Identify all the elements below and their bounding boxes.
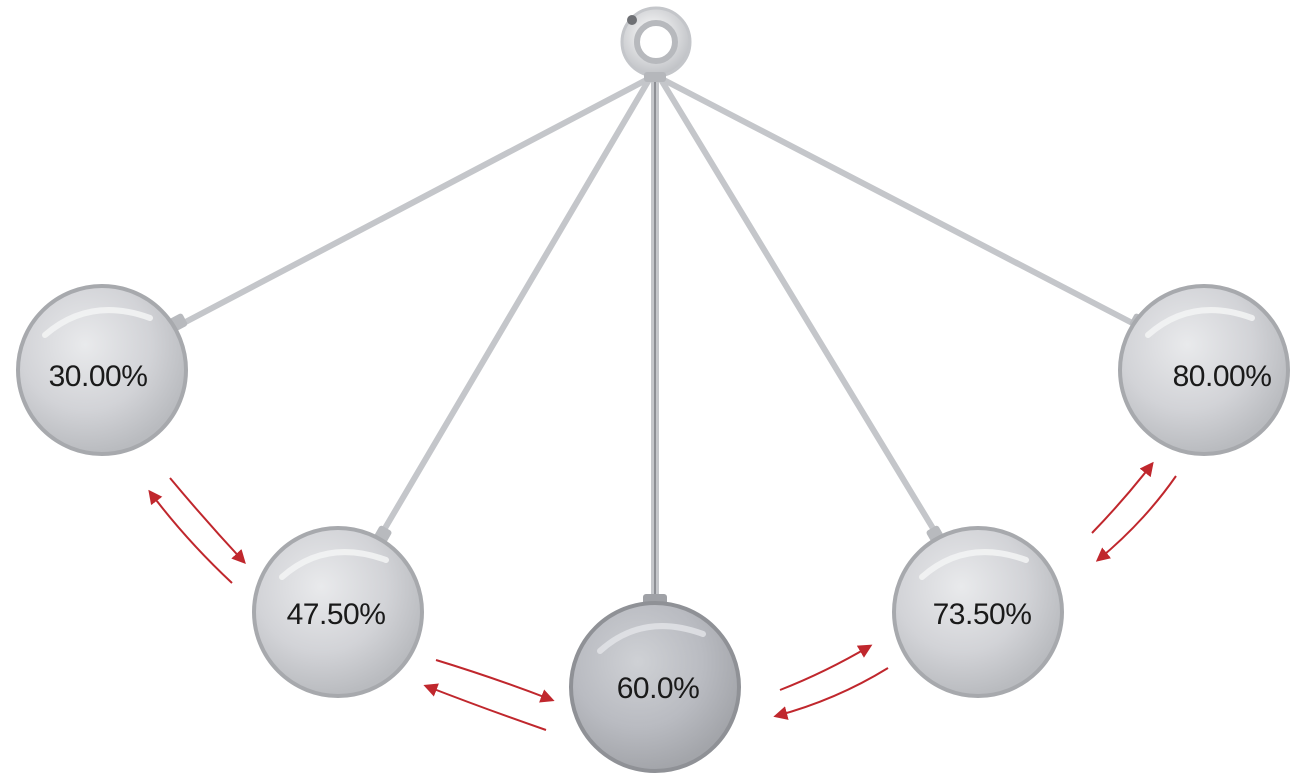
ball-2: 47.50%	[252, 526, 424, 698]
rods	[173, 75, 1143, 595]
ball-4: 73.50%	[892, 526, 1064, 698]
ball-3: 60.0%	[569, 601, 741, 773]
rod-1	[173, 75, 653, 330]
arrow-2-to-1	[148, 489, 233, 584]
ball-1: 30.00%	[16, 284, 188, 456]
ball-1-label: 30.00%	[49, 360, 148, 393]
arrow-5-to-4	[1095, 475, 1177, 562]
ball-5: 80.00%	[1118, 284, 1290, 456]
pivot-ring	[620, 6, 692, 82]
arrow-1-to-2	[169, 477, 246, 565]
rod-5	[657, 75, 1143, 330]
arrow-4-to-5	[1091, 461, 1154, 534]
swing-arrows	[148, 461, 1177, 731]
arrow-3-to-4	[779, 644, 873, 691]
arrow-4-to-3	[773, 667, 889, 720]
ball-4-label: 73.50%	[933, 598, 1032, 631]
ball-3-label: 60.0%	[617, 672, 700, 705]
arrow-3-to-2	[423, 683, 547, 731]
rod-2	[378, 75, 653, 538]
ball-5-label: 80.00%	[1173, 360, 1272, 393]
arrow-2-to-3	[435, 659, 555, 703]
ball-2-label: 47.50%	[287, 598, 386, 631]
rod-4	[657, 75, 940, 538]
